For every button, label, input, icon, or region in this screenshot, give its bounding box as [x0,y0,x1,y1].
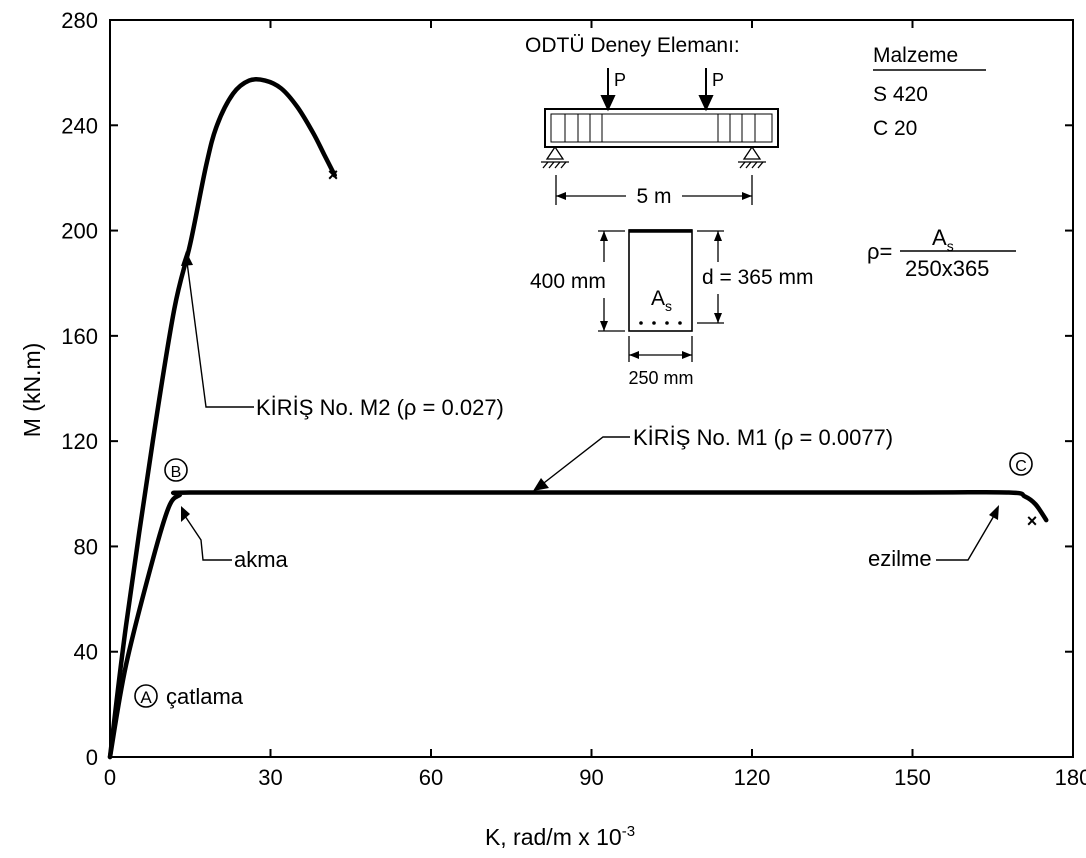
width-label: 250 mm [628,368,693,388]
formula-denominator: 250x365 [905,256,989,281]
y-tick-label: 240 [61,113,98,138]
point-b-marker: B [164,458,188,482]
axis-ticks: 0 30 60 90 120 150 180 0 40 80 120 160 200 240 280 [61,8,1086,790]
y-tick-label: 0 [86,745,98,770]
m1-series-label: KİRİŞ No. M1 (ρ = 0.0077) [633,425,893,450]
load-label-right: P [712,70,724,90]
leader-lines [181,251,999,561]
support-left [541,145,569,169]
material-block: Malzeme S 420 C 20 [873,44,986,140]
series-m2-line [107,76,337,760]
specimen-inset: ODTÜ Deney Elemanı: P P [525,34,813,388]
load-label-left: P [614,70,626,90]
stirrups-right [717,114,756,142]
section-outline [628,229,693,332]
catlama-label: çatlama [166,684,244,709]
load-arrow-left [600,68,616,112]
beam-inner [550,113,773,143]
x-tick-label: 90 [579,765,603,790]
x-tick-label: 180 [1055,765,1086,790]
x-tick-label: 30 [258,765,282,790]
ezilme-label: ezilme [868,546,932,571]
m2-arrowhead [181,251,193,266]
akma-leader [182,512,232,561]
y-tick-label: 80 [74,534,98,559]
formula-lhs: ρ= [867,239,892,264]
point-c-label: C [1015,458,1027,475]
x-tick-label: 60 [419,765,443,790]
ezilme-arrowhead [989,505,999,520]
x-tick-label: 0 [104,765,116,790]
support-right [738,145,766,169]
m1-leader [539,436,630,487]
point-b-label: B [171,464,182,481]
plot-frame [109,19,1074,758]
point-a-label: A [140,688,152,707]
y-tick-label: 120 [61,429,98,454]
span-dimension [555,175,753,205]
depth-label: d = 365 mm [702,266,813,289]
steel-area-label: As [651,287,672,314]
height-dimension [598,230,625,332]
m2-series-label: KİRİŞ No. M2 (ρ = 0.027) [256,395,504,420]
formula-numerator: As [932,225,954,254]
m1-arrowhead [533,478,549,491]
y-tick-label: 40 [74,640,98,665]
steel-area-subscript: s [665,298,672,314]
rho-formula: ρ= As 250x365 [867,225,1016,281]
x-axis-title: K, rad/m x 10-3 [485,823,635,850]
akma-label: akma [234,547,289,572]
y-tick-label: 160 [61,324,98,349]
series-m1-line [107,489,1049,760]
akma-arrowhead [181,506,190,522]
m1-end-marker: × [1027,511,1038,531]
beam-outline [544,108,779,148]
y-tick-label: 280 [61,8,98,33]
load-arrow-right [698,68,714,112]
x-axis-title-exponent: -3 [622,823,635,840]
material-concrete: C 20 [873,117,917,140]
point-a-marker: A [134,684,158,708]
m2-leader [186,261,254,408]
x-tick-label: 150 [894,765,931,790]
span-label: 5 m [636,185,671,208]
rebar-dots [639,321,682,325]
material-heading: Malzeme [873,44,958,67]
m2-end-marker: × [328,165,339,185]
formula-numerator-subscript: s [947,238,954,254]
x-tick-label: 120 [734,765,771,790]
specimen-title: ODTÜ Deney Elemanı: [525,34,740,57]
stirrups-left [564,114,603,142]
depth-dimension [697,230,724,324]
width-dimension [628,336,693,362]
material-steel: S 420 [873,83,928,106]
height-label: 400 mm [530,270,606,293]
y-axis-title: M (kN.m) [19,343,45,438]
series-group [107,76,1049,760]
ezilme-leader [936,513,996,561]
y-tick-label: 200 [61,219,98,244]
point-c-marker: C [1009,452,1033,476]
